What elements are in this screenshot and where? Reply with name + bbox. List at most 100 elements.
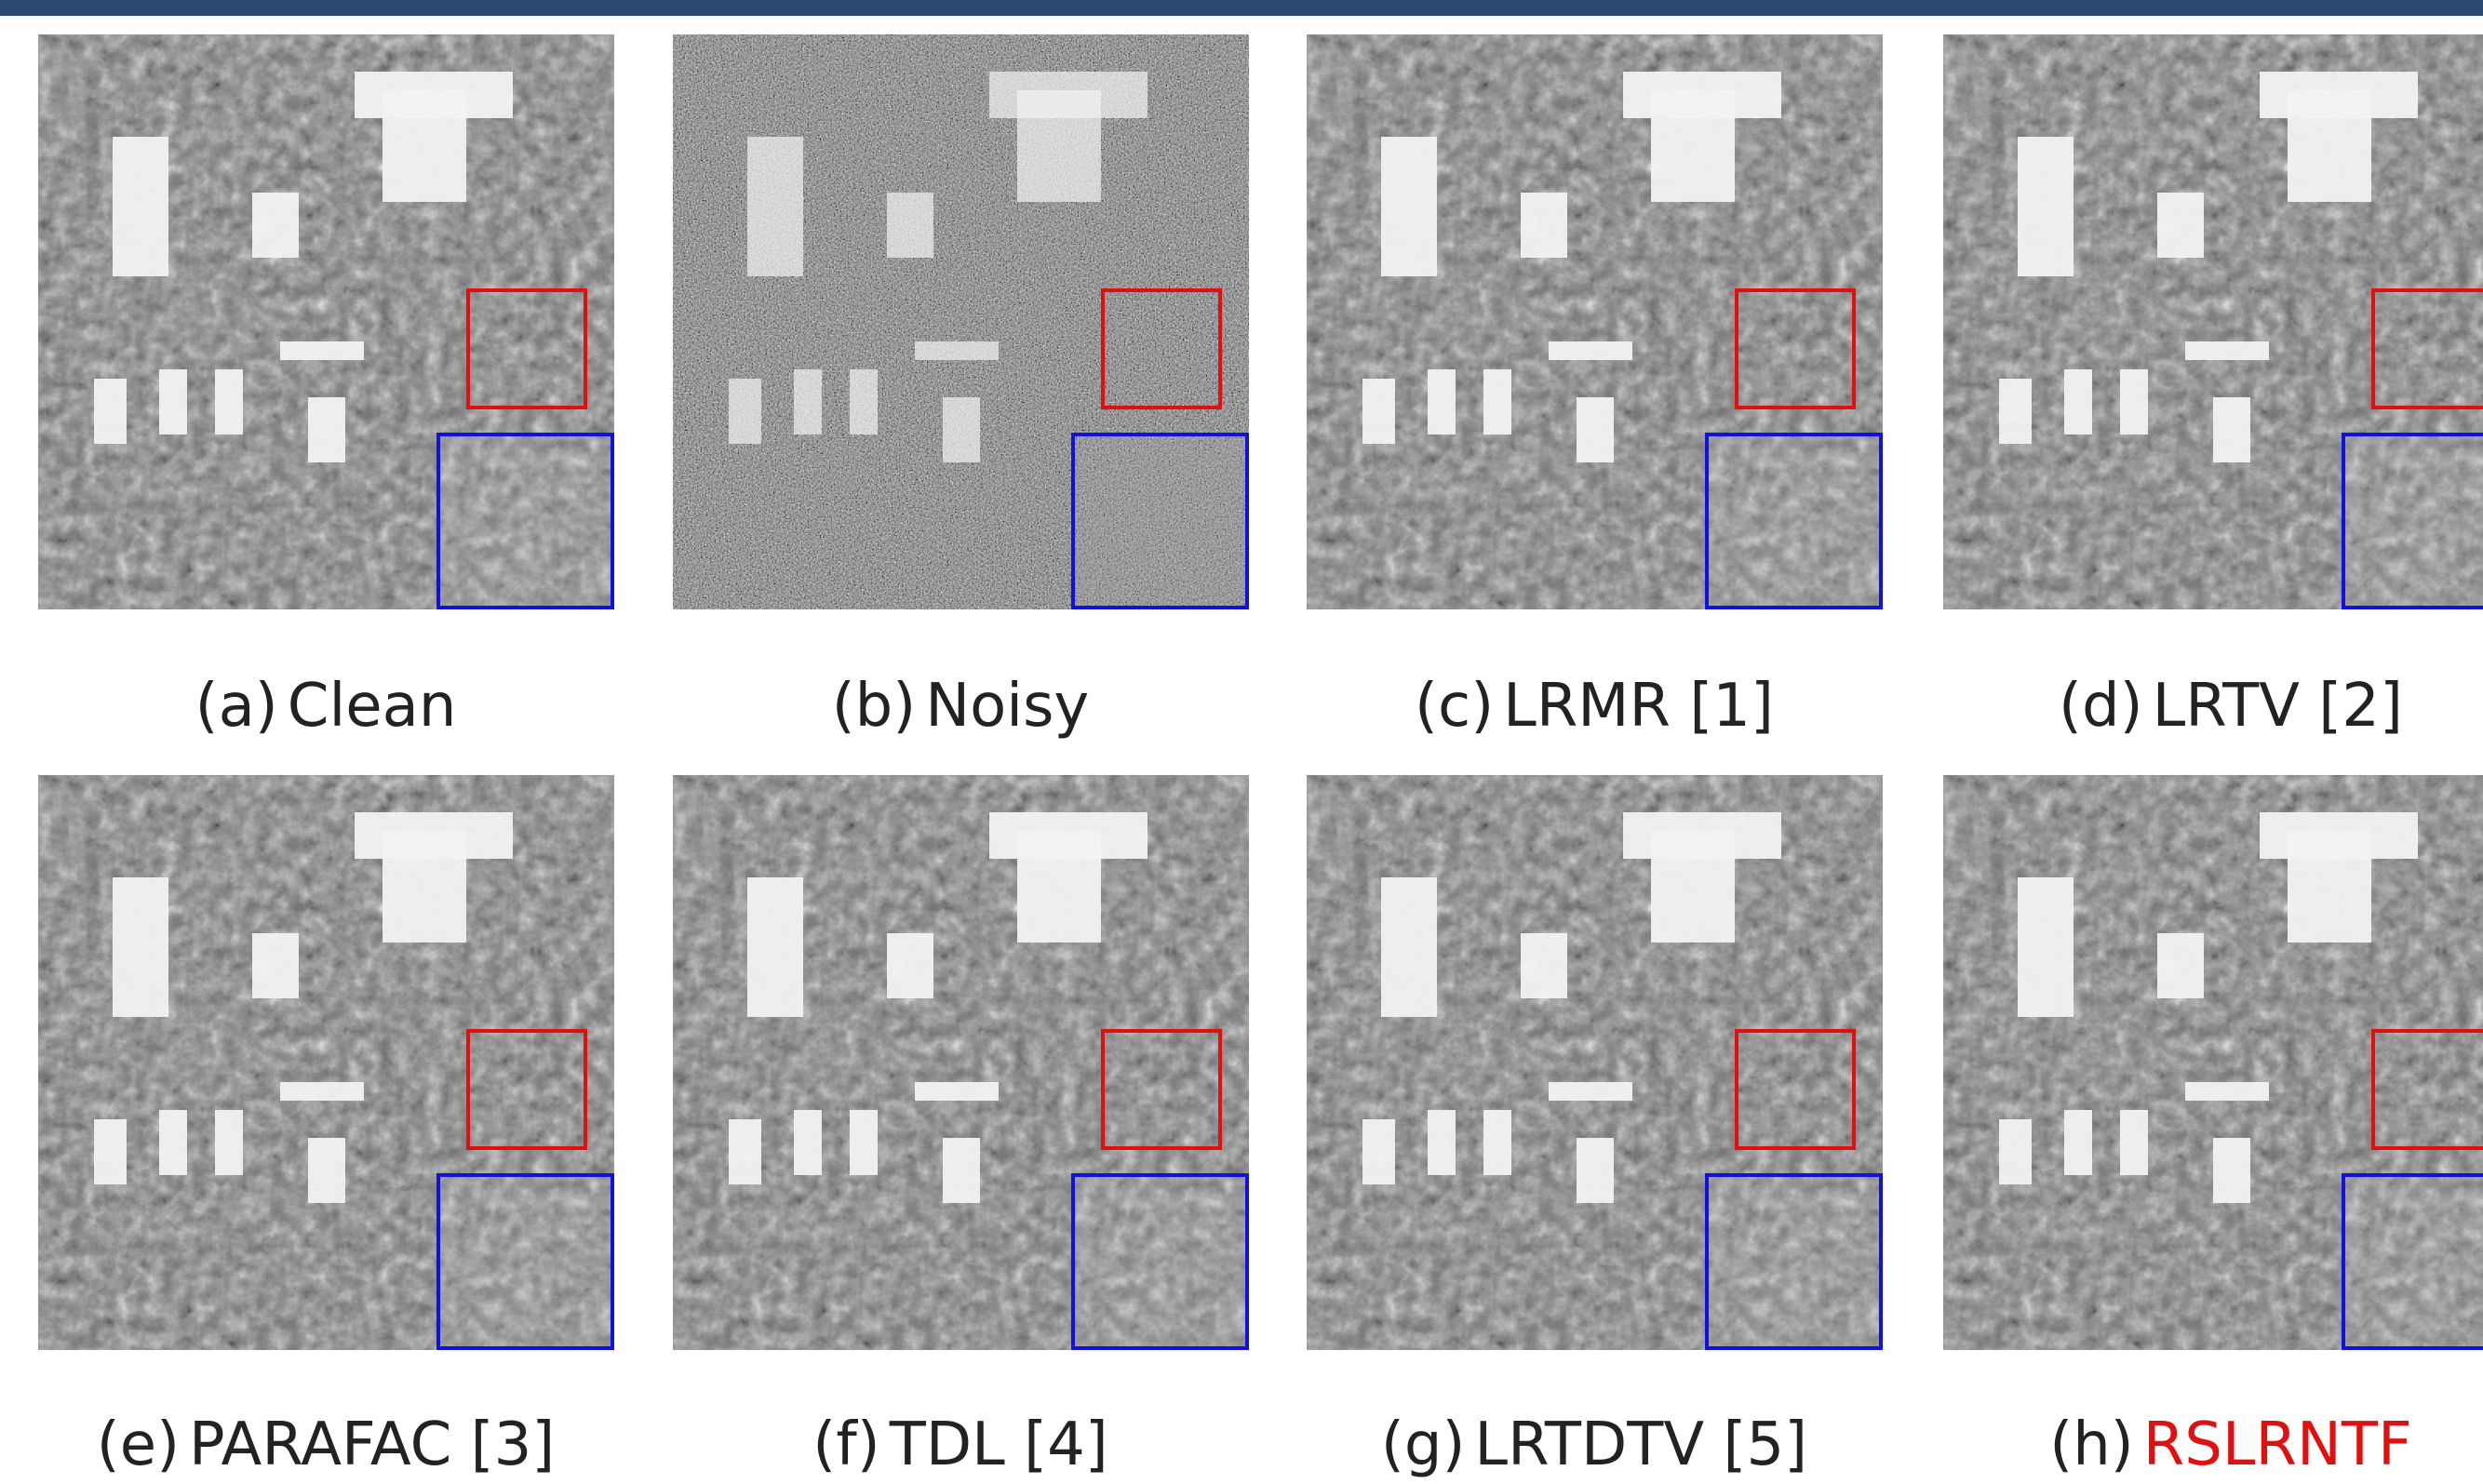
building (2018, 137, 2074, 276)
result-image (673, 34, 1249, 609)
zoom-texture (1073, 1175, 1247, 1348)
result-image (673, 775, 1249, 1350)
caption-tag: (h) (2049, 1410, 2134, 1479)
building (1549, 1082, 1632, 1101)
building (943, 397, 980, 462)
building (2185, 1082, 2269, 1101)
result-image (1307, 34, 1883, 609)
caption: (b)Noisy (607, 672, 1314, 741)
top-bar (0, 0, 2483, 16)
building (215, 1110, 243, 1175)
building (2260, 812, 2418, 859)
caption: (e)PARAFAC [3] (0, 1410, 679, 1479)
building (747, 877, 803, 1017)
caption-tag: (b) (832, 672, 917, 741)
caption-tag: (c) (1415, 672, 1494, 741)
building (2213, 397, 2250, 462)
building (1577, 1138, 1614, 1203)
building (1999, 379, 2032, 444)
building (794, 369, 822, 435)
building (280, 341, 364, 360)
building (159, 369, 187, 435)
caption-tag: (e) (97, 1410, 180, 1479)
building (308, 397, 345, 462)
result-image (1943, 775, 2483, 1350)
building (915, 1082, 999, 1101)
building (850, 369, 878, 435)
result-image (1307, 775, 1883, 1350)
building (1999, 1119, 2032, 1184)
result-image (38, 34, 614, 609)
zoom-texture (2343, 435, 2483, 608)
building (1362, 1119, 1395, 1184)
building (2120, 1110, 2148, 1175)
building (280, 1082, 364, 1101)
caption-method: LRTDTV [5] (1474, 1410, 1807, 1479)
building (2260, 72, 2418, 118)
caption-method: RSLRNTF (2143, 1410, 2412, 1479)
zoom-texture (438, 1175, 612, 1348)
building (355, 72, 513, 118)
caption-method: LRTV [2] (2153, 672, 2403, 741)
zoom-texture (2343, 1175, 2483, 1348)
building (729, 379, 761, 444)
building (1623, 812, 1781, 859)
building (215, 369, 243, 435)
zoom-texture (438, 435, 612, 608)
caption-method: PARAFAC [3] (189, 1410, 555, 1479)
zoom-texture (1707, 1175, 1881, 1348)
building (1577, 397, 1614, 462)
building (94, 379, 127, 444)
building (355, 812, 513, 859)
building (729, 1119, 761, 1184)
building (943, 1138, 980, 1203)
building (1362, 379, 1395, 444)
building (1483, 369, 1511, 435)
building (308, 1138, 345, 1203)
building (747, 137, 803, 276)
building (2157, 193, 2204, 258)
caption-tag: (d) (2059, 672, 2143, 741)
building (1381, 877, 1437, 1017)
caption-method: LRMR [1] (1503, 672, 1774, 741)
building (252, 933, 299, 998)
building (2064, 369, 2092, 435)
building (2157, 933, 2204, 998)
building (1428, 369, 1456, 435)
building (915, 341, 999, 360)
building (94, 1119, 127, 1184)
building (2213, 1138, 2250, 1203)
building (1549, 341, 1632, 360)
caption: (d)LRTV [2] (1877, 672, 2483, 741)
caption-method: Noisy (925, 672, 1089, 741)
caption: (g)LRTDTV [5] (1241, 1410, 1948, 1479)
building (113, 137, 168, 276)
building (1483, 1110, 1511, 1175)
page: (() => { const data = JSON.parse(documen… (0, 0, 2483, 1484)
zoom-texture (1073, 435, 1247, 608)
building (1521, 193, 1567, 258)
building (989, 72, 1148, 118)
building (887, 933, 933, 998)
building (159, 1110, 187, 1175)
building (1381, 137, 1437, 276)
building (1428, 1110, 1456, 1175)
building (2120, 369, 2148, 435)
result-image (38, 775, 614, 1350)
building (2018, 877, 2074, 1017)
caption: (f)TDL [4] (607, 1410, 1314, 1479)
building (1623, 72, 1781, 118)
building (252, 193, 299, 258)
building (850, 1110, 878, 1175)
caption-tag: (g) (1381, 1410, 1466, 1479)
building (113, 877, 168, 1017)
building (2064, 1110, 2092, 1175)
caption: (c)LRMR [1] (1241, 672, 1948, 741)
caption-method: TDL [4] (890, 1410, 1108, 1479)
caption: (a)Clean (0, 672, 679, 741)
caption: (h)RSLRNTF (1877, 1410, 2483, 1479)
building (794, 1110, 822, 1175)
caption-tag: (a) (195, 672, 278, 741)
building (1521, 933, 1567, 998)
result-image (1943, 34, 2483, 609)
